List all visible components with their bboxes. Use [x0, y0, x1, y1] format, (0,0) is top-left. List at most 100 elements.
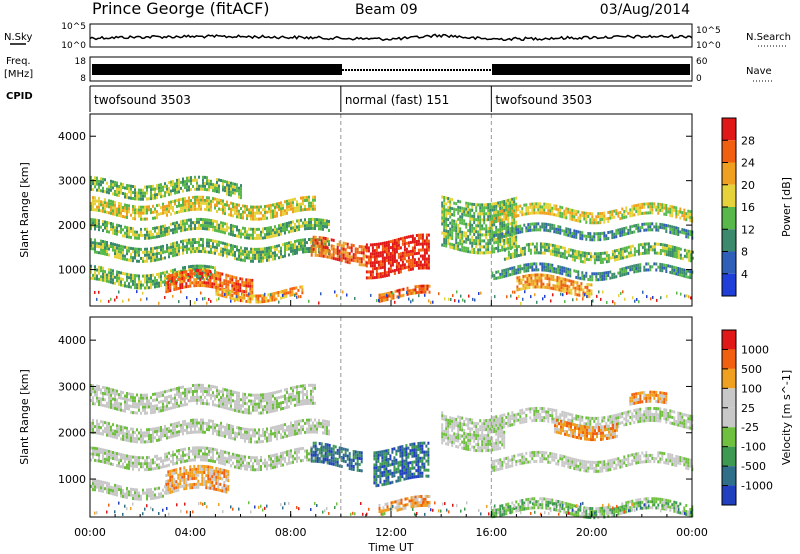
echo-cell — [411, 246, 414, 250]
echo-cell — [144, 233, 146, 237]
echo-cell — [379, 254, 382, 258]
echo-cell — [481, 209, 484, 213]
echo-cell — [192, 399, 194, 402]
echo-cell — [526, 274, 529, 278]
echo-cell — [264, 253, 266, 257]
echo-cell — [199, 269, 202, 272]
echo-cell — [138, 214, 140, 218]
echo-cell — [208, 218, 210, 222]
echo-cell — [619, 231, 622, 235]
echo-cell — [136, 405, 138, 409]
echo-cell — [485, 224, 488, 228]
echo-cell — [193, 272, 196, 276]
echo-cell — [669, 264, 672, 268]
echo-cell — [146, 211, 148, 215]
echo-cell — [689, 276, 692, 280]
echo-cell — [447, 224, 450, 227]
echo-cell — [547, 246, 550, 250]
echo-cell — [465, 225, 468, 229]
echo-cell — [100, 200, 102, 204]
echo-cell — [152, 404, 154, 408]
echo-cell — [575, 256, 578, 260]
echo-cell — [130, 398, 132, 402]
echo-cell — [138, 191, 140, 195]
echo-cell — [142, 402, 144, 406]
echo-cell — [142, 233, 144, 237]
echo-cell — [505, 208, 508, 212]
echo-cell — [128, 235, 130, 239]
echo-cell — [318, 242, 321, 246]
echo-cell — [150, 411, 152, 415]
echo-cell — [553, 207, 556, 211]
echo-cell — [234, 211, 236, 215]
echo-cell — [281, 289, 284, 293]
echo-cell — [206, 250, 208, 254]
nsky-panel — [89, 23, 693, 48]
echo-cell — [232, 230, 234, 234]
echo-cell — [318, 224, 320, 228]
echo-cell — [417, 257, 420, 261]
echo-cell — [266, 229, 268, 233]
echo-cell — [254, 205, 256, 209]
echo-cell — [479, 224, 482, 228]
echo-cell — [280, 226, 282, 230]
echo-cell — [493, 247, 496, 251]
echo-cell — [249, 294, 252, 298]
echo-cell — [196, 184, 198, 188]
echo-cell — [493, 223, 496, 227]
echo-cell — [445, 223, 448, 227]
echo-cell — [607, 211, 610, 214]
echo-cell — [146, 402, 148, 406]
echo-cell — [517, 225, 520, 229]
echo-cell — [144, 227, 146, 231]
echo-cell — [463, 213, 466, 217]
echo-cell — [114, 192, 116, 196]
echo-cell — [130, 395, 132, 399]
echo-cell — [419, 266, 422, 270]
echo-cell — [459, 227, 462, 231]
echo-cell — [671, 225, 674, 229]
echo-cell — [146, 230, 148, 234]
echo-cell — [154, 196, 156, 200]
echo-cell — [202, 195, 204, 199]
echo-cell — [132, 259, 134, 263]
echo-cell — [108, 221, 110, 225]
echo-cell — [453, 246, 456, 250]
echo-cell — [226, 391, 228, 395]
echo-cell — [180, 223, 182, 227]
echo-cell — [251, 297, 254, 301]
echo-cell — [507, 216, 510, 220]
echo-cell — [421, 248, 424, 252]
echo-cell — [509, 233, 512, 237]
echo-cell — [443, 217, 446, 220]
echo-cell — [443, 211, 446, 214]
echo-cell — [136, 247, 138, 251]
echo-cell — [471, 208, 474, 212]
echo-cell — [236, 203, 238, 207]
echo-cell — [354, 256, 357, 260]
echo-cell — [106, 241, 108, 244]
echo-cell — [205, 281, 208, 285]
echo-cell — [561, 206, 564, 210]
echo-cell — [394, 300, 396, 304]
echo-cell — [170, 180, 172, 184]
echo-cell — [96, 224, 98, 228]
echo-cell — [316, 253, 319, 257]
echo-cell — [274, 257, 276, 261]
echo-cell — [577, 270, 580, 274]
echo-cell — [463, 222, 466, 226]
echo-cell — [312, 249, 314, 253]
echo-cell — [469, 214, 472, 218]
echo-cell — [152, 273, 154, 277]
echo-cell — [94, 238, 96, 242]
echo-cell — [206, 205, 208, 209]
echo-cell — [154, 216, 156, 220]
echo-cell — [548, 280, 551, 284]
echo-cell — [238, 195, 240, 199]
echo-cell — [465, 246, 468, 250]
echo-cell — [194, 386, 196, 390]
echo-cell — [190, 250, 192, 254]
echo-cell — [224, 228, 226, 232]
echo-cell — [445, 238, 448, 242]
echo-cell — [202, 297, 204, 301]
